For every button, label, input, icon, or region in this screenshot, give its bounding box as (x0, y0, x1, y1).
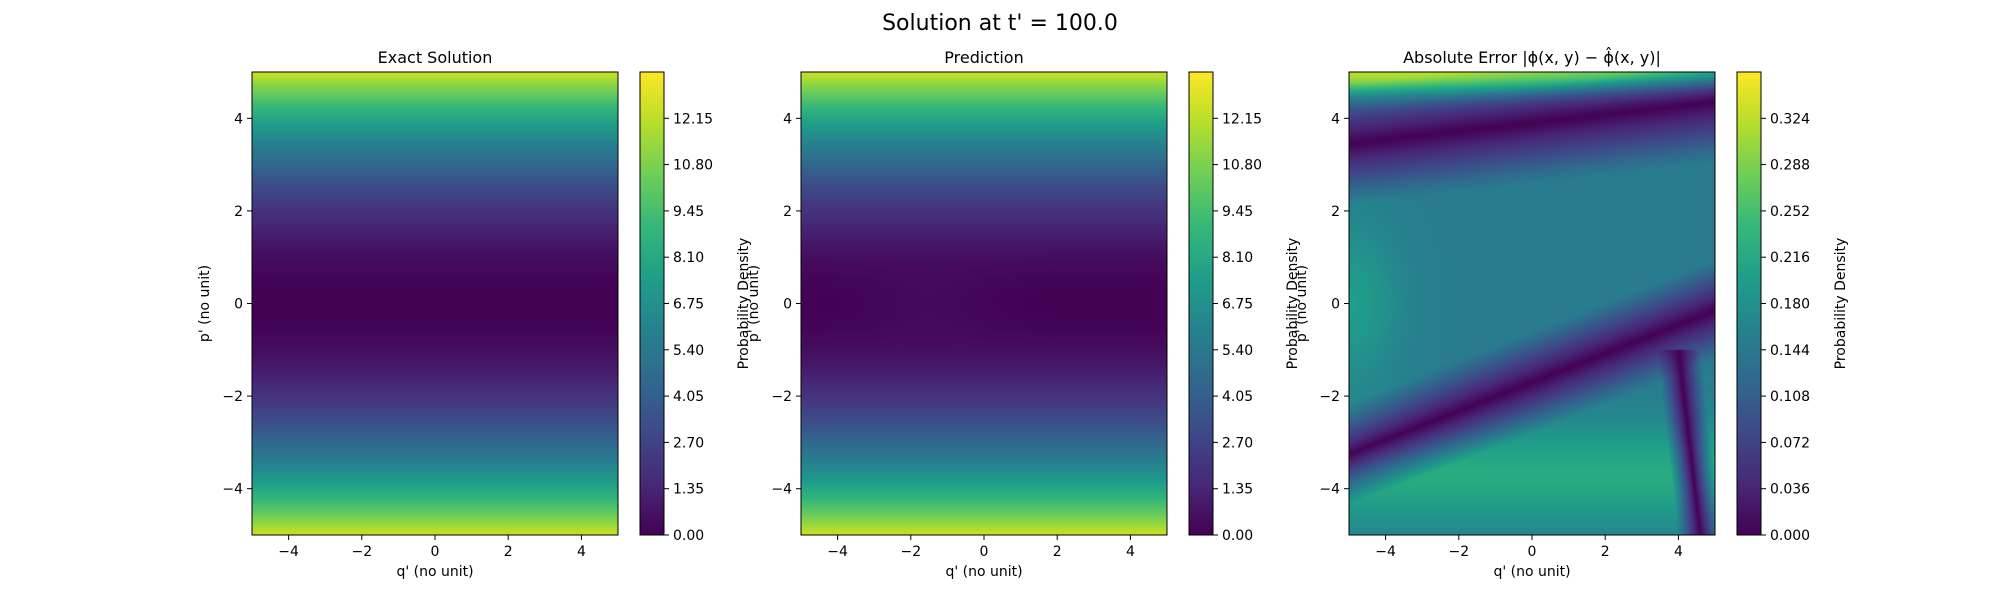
colorbar-label: Probability Density (736, 238, 752, 370)
colorbar-tick-label: 1.35 (1222, 482, 1253, 498)
x-tick-label: −2 (900, 544, 921, 560)
subplots: Exact Solution −4 −2 0 2 4 −4 −2 0 2 4 q' (no unit)… (197, 47, 1849, 580)
subplot-title: Prediction (944, 48, 1023, 67)
y-tick-label: −2 (222, 389, 243, 405)
x-tick-label: −4 (278, 544, 299, 560)
x-tick-label: 0 (1528, 544, 1537, 560)
x-tick-label: 4 (577, 544, 586, 560)
colorbar-tick-label: 0.108 (1770, 389, 1810, 405)
y-tick-label: −4 (1319, 482, 1340, 498)
colorbar (1736, 71, 1762, 536)
colorbar-tick-label: 0.324 (1770, 111, 1810, 127)
y-tick-label: −4 (222, 482, 243, 498)
y-axis-label: p' (no unit) (746, 265, 762, 342)
colorbar-tick-label: 6.75 (1222, 297, 1253, 313)
y-tick-label: −2 (771, 389, 792, 405)
colorbar-tick-label: 4.05 (673, 389, 704, 405)
y-tick-label: 4 (783, 111, 792, 127)
x-tick-label: 4 (1674, 544, 1683, 560)
colorbar-tick-label: 5.40 (1222, 343, 1253, 359)
colorbar-tick-label: 0.072 (1770, 435, 1810, 451)
y-tick-label: 2 (1331, 204, 1340, 220)
colorbar (639, 71, 665, 536)
figure-title: Solution at t' = 100.0 (882, 11, 1118, 36)
x-tick-label: 2 (504, 544, 513, 560)
colorbar-tick-label: 9.45 (1222, 204, 1253, 220)
y-tick-label: 2 (783, 204, 792, 220)
y-tick-label: 0 (783, 297, 792, 313)
colorbar-tick-label: 0.216 (1770, 250, 1810, 266)
y-tick-label: 0 (234, 297, 243, 313)
y-tick-label: 4 (1331, 111, 1340, 127)
y-tick-label: 4 (234, 111, 243, 127)
colorbar-tick-label: 0.180 (1770, 297, 1810, 313)
x-axis-label: q' (no unit) (1493, 564, 1570, 580)
colorbar-tick-label: 6.75 (673, 297, 704, 313)
colorbar-tick-label: 10.80 (673, 158, 713, 174)
colorbar-tick-label: 9.45 (673, 204, 704, 220)
x-tick-label: −2 (1448, 544, 1469, 560)
x-tick-label: 2 (1601, 544, 1610, 560)
colorbar-tick-label: 5.40 (673, 343, 704, 359)
colorbar-tick-label: 0.252 (1770, 204, 1810, 220)
subplot-title: Absolute Error |ϕ(x, y) − ϕ̂(x, y)| (1403, 47, 1661, 67)
heatmap-image (252, 72, 618, 535)
colorbar-tick-label: 12.15 (1222, 111, 1262, 127)
colorbar-tick-label: 0.00 (1222, 528, 1253, 544)
colorbar-tick-label: 12.15 (673, 111, 713, 127)
heatmap-image (801, 72, 1167, 535)
colorbar-tick-label: 8.10 (673, 250, 704, 266)
subplot-3: Absolute Error |ϕ(x, y) − ϕ̂(x, y)| −4 −2 0… (1294, 47, 1849, 580)
x-tick-label: −2 (351, 544, 372, 560)
colorbar-tick-label: 2.70 (673, 435, 704, 451)
colorbar-tick-label: 10.80 (1222, 158, 1262, 174)
colorbar-tick-label: 0.144 (1770, 343, 1810, 359)
colorbar-tick-label: 8.10 (1222, 250, 1253, 266)
y-tick-label: 0 (1331, 297, 1340, 313)
colorbar-tick-label: 4.05 (1222, 389, 1253, 405)
heatmap-image (1349, 72, 1715, 535)
subplot-1: Exact Solution −4 −2 0 2 4 −4 −2 0 2 4 q' (no unit)… (197, 48, 752, 580)
x-tick-label: 0 (980, 544, 989, 560)
y-tick-label: −4 (771, 482, 792, 498)
x-tick-label: 0 (431, 544, 440, 560)
subplot-2: Prediction −4 −2 0 2 4 −4 −2 0 2 4 q' (no unit) p' (… (746, 48, 1301, 580)
x-axis-label: q' (no unit) (945, 564, 1022, 580)
colorbar-tick-label: 0.288 (1770, 158, 1810, 174)
x-tick-label: −4 (827, 544, 848, 560)
colorbar-label: Probability Density (1833, 238, 1849, 370)
x-tick-label: −4 (1375, 544, 1396, 560)
colorbar-tick-label: 2.70 (1222, 435, 1253, 451)
colorbar-tick-label: 0.000 (1770, 528, 1810, 544)
x-axis-label: q' (no unit) (396, 564, 473, 580)
colorbar-label: Probability Density (1285, 238, 1301, 370)
y-axis-label: p' (no unit) (1294, 265, 1310, 342)
colorbar-tick-label: 0.036 (1770, 482, 1810, 498)
subplot-title: Exact Solution (378, 48, 493, 67)
y-axis-label: p' (no unit) (197, 265, 213, 342)
colorbar (1188, 71, 1214, 536)
y-tick-label: −2 (1319, 389, 1340, 405)
y-tick-label: 2 (234, 204, 243, 220)
x-tick-label: 4 (1126, 544, 1135, 560)
colorbar-tick-label: 0.00 (673, 528, 704, 544)
colorbar-tick-label: 1.35 (673, 482, 704, 498)
x-tick-label: 2 (1053, 544, 1062, 560)
